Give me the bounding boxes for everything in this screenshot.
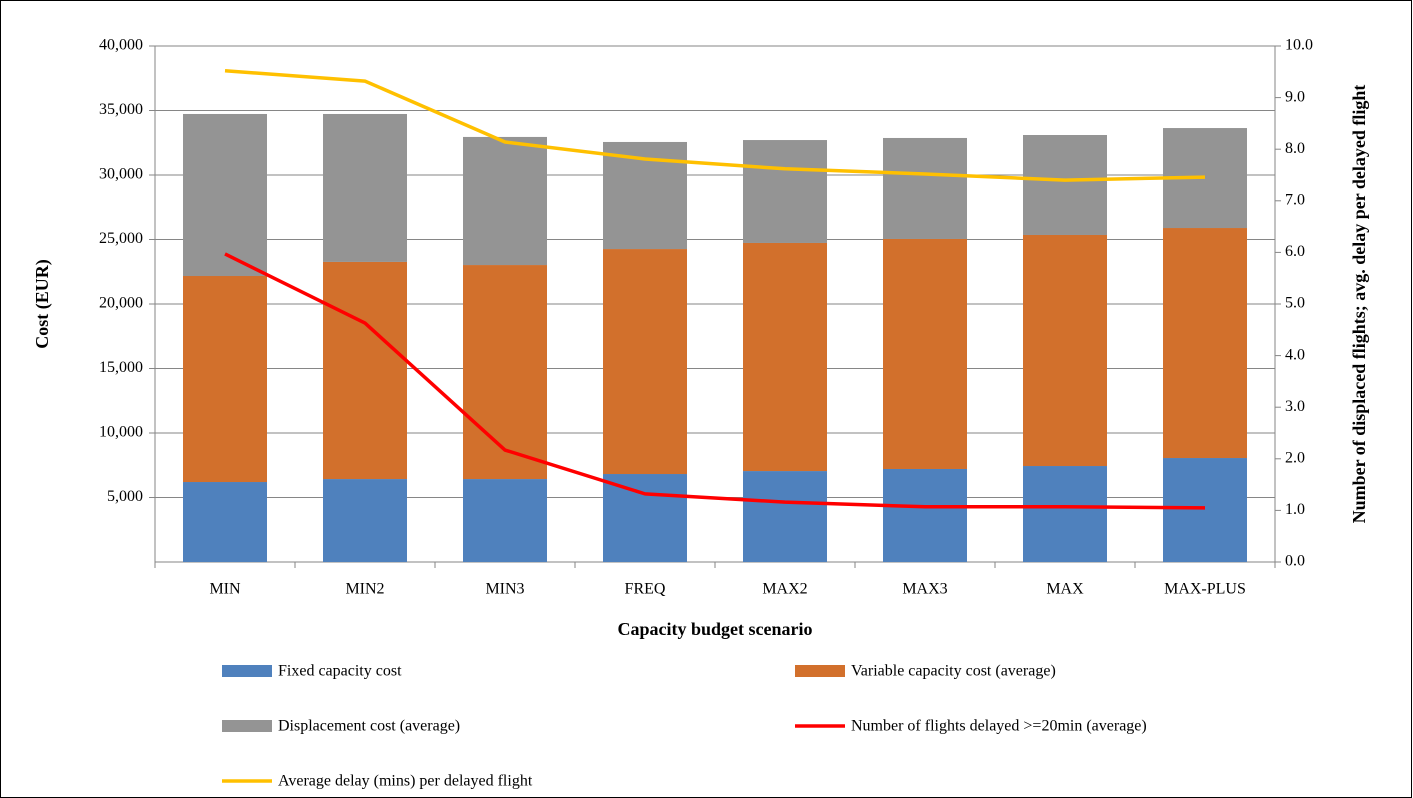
y2-tick-label: 10.0 — [1285, 37, 1313, 54]
x-tick-label: MAX3 — [902, 581, 947, 598]
x-tick-label: MAX — [1046, 581, 1084, 598]
legend-swatch — [222, 665, 272, 677]
bar-segment — [1163, 458, 1247, 562]
bar-segment — [603, 249, 687, 475]
y2-tick-label: 4.0 — [1285, 346, 1305, 363]
legend-label: Number of flights delayed >=20min (avera… — [851, 718, 1147, 735]
legend-swatch — [222, 720, 272, 732]
y2-axis-title: Number of displaced flights; avg. delay … — [1349, 85, 1369, 524]
y-axis-title: Cost (EUR) — [32, 259, 53, 349]
bar-segment — [743, 140, 827, 243]
y2-tick-label: 5.0 — [1285, 295, 1305, 312]
y2-tick-label: 2.0 — [1285, 449, 1305, 466]
x-tick-label: MAX-PLUS — [1164, 581, 1246, 598]
legend-label: Average delay (mins) per delayed flight — [278, 773, 533, 790]
legend-swatch — [795, 665, 845, 677]
bar-segment — [183, 113, 267, 277]
legend-label: Variable capacity cost (average) — [851, 663, 1056, 680]
bar-segment — [323, 113, 407, 262]
bar-segment — [323, 479, 407, 562]
bar-segment — [183, 482, 267, 562]
y-tick-label: 15,000 — [99, 359, 143, 376]
y-tick-label: 20,000 — [99, 295, 143, 312]
bar-segment — [323, 261, 407, 480]
bar-segment — [183, 276, 267, 483]
bar-segment — [463, 479, 547, 562]
bar-segment — [1163, 228, 1247, 459]
y-tick-label: 35,000 — [99, 101, 143, 118]
x-tick-label: MIN — [209, 581, 241, 598]
bar-segment — [1023, 135, 1107, 235]
y2-tick-label: 8.0 — [1285, 140, 1305, 157]
legend-label: Fixed capacity cost — [278, 663, 402, 680]
x-axis-title: Capacity budget scenario — [618, 619, 813, 639]
y2-tick-label: 0.0 — [1285, 553, 1305, 570]
y2-tick-label: 3.0 — [1285, 398, 1305, 415]
x-tick-label: MIN3 — [485, 581, 524, 598]
bar-segment — [463, 265, 547, 480]
bar-segment — [883, 137, 967, 239]
y2-tick-label: 7.0 — [1285, 191, 1305, 208]
line-series — [224, 252, 1206, 510]
bar-segment — [743, 242, 827, 472]
bar-segment — [883, 468, 967, 562]
line-series — [224, 69, 1206, 182]
y2-tick-label: 9.0 — [1285, 88, 1305, 105]
bar-segment — [743, 471, 827, 562]
y-tick-label: 40,000 — [99, 37, 143, 54]
bar-segment — [883, 238, 967, 469]
bar-segment — [1023, 466, 1107, 562]
y2-tick-label: 1.0 — [1285, 501, 1305, 518]
x-tick-label: FREQ — [625, 581, 666, 598]
bar-segment — [603, 474, 687, 562]
y-tick-label: 25,000 — [99, 230, 143, 247]
y2-tick-label: 6.0 — [1285, 243, 1305, 260]
bar-segment — [1023, 234, 1107, 467]
bar-segment — [463, 136, 547, 266]
legend-label: Displacement cost (average) — [278, 718, 460, 735]
y-tick-label: 10,000 — [99, 424, 143, 441]
y-tick-label: 30,000 — [99, 166, 143, 183]
x-tick-label: MAX2 — [762, 581, 807, 598]
x-tick-label: MIN2 — [345, 581, 384, 598]
y-tick-label: 5,000 — [107, 488, 143, 505]
